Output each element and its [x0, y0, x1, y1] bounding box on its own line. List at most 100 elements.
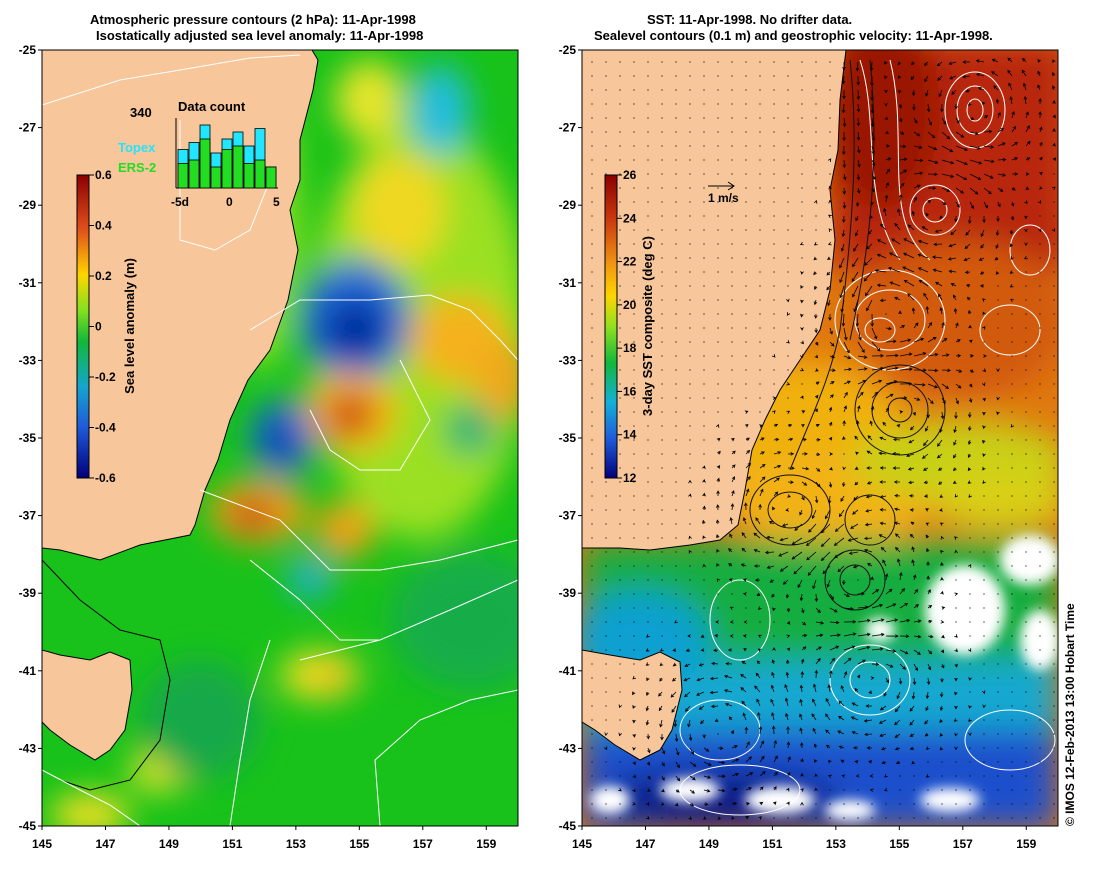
- velocity-dot: [731, 327, 733, 329]
- velocity-vector: [787, 742, 790, 749]
- velocity-dot: [703, 187, 705, 189]
- velocity-arrowhead: [646, 735, 650, 740]
- velocity-arrowhead: [1008, 82, 1012, 87]
- velocity-dot: [759, 271, 761, 273]
- inset-bar-ers2: [254, 159, 266, 189]
- velocity-dot: [997, 481, 999, 483]
- velocity-dot: [815, 131, 817, 133]
- velocity-arrowhead: [632, 802, 637, 806]
- velocity-vector: [899, 572, 902, 581]
- velocity-vector: [740, 687, 747, 693]
- lat-label-right: -29: [559, 198, 577, 212]
- velocity-arrowhead: [889, 252, 893, 256]
- velocity-arrowhead: [975, 72, 980, 77]
- velocity-dot: [997, 383, 999, 385]
- velocity-vector: [864, 719, 873, 722]
- velocity-arrowhead: [903, 238, 908, 242]
- velocity-vector: [852, 285, 859, 297]
- velocity-arrowhead: [852, 293, 856, 298]
- axis-labels: -25 -25-27 -27-29 -29-31 -31-33 -33-35 -35-37-…: [19, 43, 1037, 851]
- velocity-dot: [703, 383, 705, 385]
- velocity-arrowhead: [911, 559, 915, 564]
- velocity-arrowhead: [834, 528, 839, 532]
- velocity-arrowhead: [853, 308, 857, 313]
- velocity-vector: [658, 691, 663, 697]
- velocity-vector: [955, 369, 962, 373]
- lon-label-right: 151: [762, 837, 782, 851]
- velocity-vector: [745, 741, 750, 749]
- velocity-dot: [1053, 327, 1055, 329]
- velocity-dot: [717, 117, 719, 119]
- velocity-arrowhead: [700, 634, 705, 638]
- velocity-dot: [675, 145, 677, 147]
- velocity-vector: [885, 355, 899, 357]
- velocity-dot: [1011, 551, 1013, 553]
- velocity-dot: [633, 397, 635, 399]
- velocity-dot: [619, 271, 621, 273]
- velocity-arrowhead: [827, 684, 831, 688]
- velocity-arrowhead: [811, 515, 816, 519]
- velocity-dot: [731, 229, 733, 231]
- velocity-dot: [619, 593, 621, 595]
- velocity-dot: [997, 425, 999, 427]
- sst-colorbar: [604, 174, 618, 479]
- velocity-arrowhead: [948, 269, 953, 274]
- lat-label-left: -31: [19, 276, 37, 290]
- velocity-dot: [675, 117, 677, 119]
- velocity-dot: [1053, 691, 1055, 693]
- velocity-arrowhead: [967, 441, 972, 446]
- velocity-vector: [660, 719, 663, 727]
- velocity-vector: [689, 747, 694, 755]
- velocity-arrowhead: [702, 492, 706, 497]
- velocity-vector: [671, 705, 677, 713]
- velocity-dot: [773, 75, 775, 77]
- velocity-dot: [1053, 803, 1055, 805]
- velocity-vector: [769, 521, 775, 525]
- velocity-dot: [1025, 299, 1027, 301]
- velocity-arrowhead: [995, 245, 999, 250]
- velocity-arrowhead: [861, 592, 865, 596]
- velocity-arrowhead: [885, 679, 889, 684]
- velocity-arrowhead: [940, 620, 945, 624]
- velocity-dot: [661, 243, 663, 245]
- velocity-arrowhead: [742, 592, 747, 596]
- velocity-dot: [633, 383, 635, 385]
- velocity-arrowhead: [909, 721, 913, 726]
- velocity-arrowhead: [1009, 270, 1014, 274]
- velocity-dot: [745, 215, 747, 217]
- velocity-arrowhead: [1002, 157, 1007, 162]
- velocity-dot: [689, 271, 691, 273]
- velocity-dot: [843, 817, 845, 819]
- velocity-arrowhead: [953, 308, 958, 312]
- velocity-dot: [983, 789, 985, 791]
- velocity-dot: [941, 789, 943, 791]
- velocity-dot: [997, 551, 999, 553]
- velocity-dot: [1053, 481, 1055, 483]
- velocity-dot: [703, 299, 705, 301]
- velocity-arrowhead: [645, 707, 650, 712]
- velocity-vector: [843, 327, 847, 340]
- velocity-dot: [703, 285, 705, 287]
- velocity-dot: [591, 75, 593, 77]
- velocity-vector: [689, 761, 697, 767]
- velocity-arrowhead: [991, 71, 995, 75]
- velocity-dot: [619, 663, 621, 665]
- velocity-vector: [913, 604, 919, 609]
- velocity-dot: [983, 523, 985, 525]
- velocity-arrowhead: [772, 647, 776, 651]
- velocity-dot: [591, 383, 593, 385]
- velocity-dot: [689, 369, 691, 371]
- velocity-dot: [675, 467, 677, 469]
- colorbar-tick-label: 0.4: [95, 219, 112, 233]
- velocity-arrowhead: [702, 816, 707, 820]
- velocity-dot: [773, 131, 775, 133]
- velocity-vector: [864, 549, 873, 553]
- velocity-dot: [927, 803, 929, 805]
- velocity-dot: [703, 75, 705, 77]
- velocity-arrowhead: [817, 609, 821, 614]
- velocity-arrowhead: [847, 380, 851, 384]
- velocity-dot: [997, 789, 999, 791]
- velocity-vector: [839, 509, 845, 517]
- velocity-dot: [1025, 719, 1027, 721]
- velocity-dot: [997, 761, 999, 763]
